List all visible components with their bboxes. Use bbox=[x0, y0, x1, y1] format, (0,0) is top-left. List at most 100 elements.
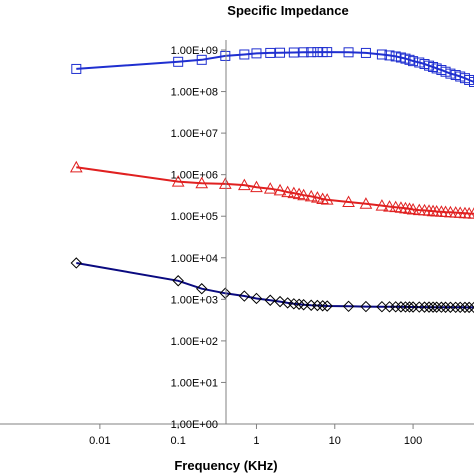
data-point-diamond bbox=[468, 301, 474, 314]
data-point-diamond bbox=[449, 301, 462, 314]
data-point-square bbox=[306, 47, 317, 58]
x-tick-label: 0.01 bbox=[89, 435, 110, 447]
data-point-triangle bbox=[250, 180, 263, 193]
data-point-diamond bbox=[297, 299, 310, 311]
axes-layer: 0.01 0.1 1 10 100 1.00E+00 1.00E+01 1.00E+02 1.0… bbox=[0, 40, 474, 447]
data-point-diamond bbox=[413, 301, 425, 313]
data-point-diamond bbox=[172, 275, 184, 287]
data-point-diamond bbox=[70, 257, 83, 269]
data-point-diamond bbox=[389, 301, 402, 313]
data-point-triangle bbox=[263, 182, 277, 194]
y-tick-label: 1.00E+00 bbox=[171, 419, 218, 431]
data-point-triangle bbox=[195, 176, 209, 189]
x-axis-label: Frequency (KHz) bbox=[174, 458, 277, 473]
data-point-triangle bbox=[297, 188, 310, 201]
data-point-square bbox=[298, 47, 309, 58]
y-tick-label: 1.00E+01 bbox=[171, 377, 218, 389]
data-point-square bbox=[239, 49, 250, 60]
data-point-triangle bbox=[342, 195, 355, 207]
x-tick-label: 0.1 bbox=[171, 435, 186, 447]
data-point-square bbox=[376, 49, 387, 60]
data-point-square bbox=[322, 47, 333, 58]
y-tick-label: 1.00E+02 bbox=[171, 336, 218, 348]
data-point-diamond bbox=[454, 301, 466, 314]
data-point-square bbox=[71, 63, 82, 74]
data-point-square bbox=[384, 50, 395, 61]
data-point-diamond bbox=[427, 301, 439, 313]
data-point-triangle bbox=[383, 200, 396, 212]
data-point-diamond bbox=[264, 294, 276, 306]
data-point-diamond bbox=[250, 292, 263, 305]
data-point-triangle bbox=[304, 189, 318, 202]
data-point-diamond bbox=[293, 298, 305, 310]
x-tick-label: 10 bbox=[329, 435, 341, 447]
data-point-diamond bbox=[288, 298, 300, 310]
y-tick-label: 1.00E+04 bbox=[171, 253, 218, 265]
data-point-triangle bbox=[171, 175, 185, 187]
data-point-square bbox=[312, 47, 323, 58]
data-point-square bbox=[220, 50, 231, 61]
data-point-triangle bbox=[375, 199, 389, 211]
data-point-square bbox=[196, 54, 207, 65]
data-point-triangle bbox=[237, 178, 251, 191]
data-point-square bbox=[390, 51, 401, 62]
data-point-triangle bbox=[281, 185, 294, 198]
data-point-square bbox=[414, 57, 425, 68]
data-point-triangle bbox=[320, 193, 334, 205]
data-point-diamond bbox=[463, 301, 474, 314]
data-point-triangle bbox=[406, 202, 420, 215]
data-point-square bbox=[408, 56, 419, 67]
data-point-diamond bbox=[439, 301, 452, 313]
data-point-diamond bbox=[399, 301, 412, 313]
data-point-diamond bbox=[444, 301, 457, 313]
data-point-diamond bbox=[360, 300, 372, 313]
data-point-square bbox=[173, 56, 184, 67]
data-point-diamond bbox=[316, 300, 329, 312]
x-tick-label: 1 bbox=[253, 435, 259, 447]
x-tick-label: 100 bbox=[404, 435, 422, 447]
data-point-diamond bbox=[395, 301, 407, 313]
y-tick-label: 1.00E+05 bbox=[171, 211, 218, 223]
y-tick-label: 1.00E+09 bbox=[171, 45, 218, 57]
data-point-square bbox=[360, 47, 371, 58]
data-point-diamond bbox=[376, 300, 388, 313]
data-point-diamond bbox=[423, 301, 435, 313]
y-tick-label: 1.00E+06 bbox=[171, 170, 218, 182]
y-tick-label: 1.00E+07 bbox=[171, 128, 218, 140]
data-point-square bbox=[404, 54, 415, 65]
series-square bbox=[71, 47, 474, 87]
data-point-square bbox=[445, 68, 456, 79]
data-point-diamond bbox=[196, 283, 208, 295]
data-point-square bbox=[288, 47, 299, 58]
data-point-triangle bbox=[403, 202, 416, 214]
data-point-diamond bbox=[311, 299, 324, 312]
data-point-triangle bbox=[394, 201, 408, 213]
data-point-triangle bbox=[218, 177, 232, 189]
series-layer bbox=[69, 47, 474, 314]
data-point-triangle bbox=[467, 207, 474, 219]
data-point-triangle bbox=[69, 160, 83, 173]
data-point-diamond bbox=[403, 301, 416, 313]
y-tick-label: 1.00E+08 bbox=[171, 87, 218, 99]
data-point-square bbox=[469, 76, 474, 87]
chart-title: Specific Impedance bbox=[227, 3, 348, 18]
series-triangle bbox=[69, 160, 474, 219]
data-point-square bbox=[265, 47, 276, 58]
data-point-diamond bbox=[342, 300, 355, 313]
data-point-square bbox=[251, 48, 262, 59]
data-point-triangle bbox=[273, 183, 287, 196]
data-point-diamond bbox=[418, 301, 431, 313]
data-point-triangle bbox=[399, 201, 412, 214]
data-point-diamond bbox=[274, 295, 286, 308]
series-diamond bbox=[70, 257, 474, 314]
data-point-square bbox=[343, 47, 354, 58]
data-point-square bbox=[428, 61, 439, 72]
data-point-diamond bbox=[430, 301, 443, 313]
data-point-diamond bbox=[459, 301, 471, 314]
data-point-triangle bbox=[359, 197, 373, 209]
data-point-diamond bbox=[321, 300, 333, 312]
data-point-diamond bbox=[238, 290, 251, 302]
data-point-diamond bbox=[435, 301, 448, 313]
data-point-square bbox=[275, 47, 286, 58]
